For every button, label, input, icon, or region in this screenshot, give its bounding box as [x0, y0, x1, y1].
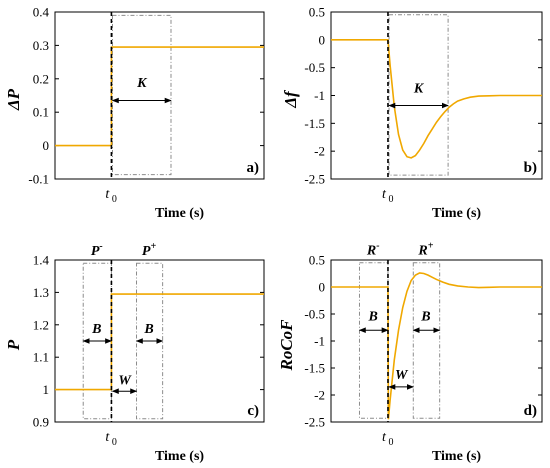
annotation-text: B	[143, 322, 153, 337]
t0-subscript: 0	[388, 194, 393, 205]
t0-letter: t	[382, 430, 387, 445]
y-tick-label: -1.5	[304, 361, 325, 376]
y-tick-label: 0.5	[309, 253, 325, 268]
annotation-text: W	[118, 374, 132, 389]
annotation-label: W	[118, 374, 132, 389]
y-tick-label: 1	[43, 382, 50, 397]
t0-letter: t	[382, 187, 387, 202]
panel-letter: a)	[247, 160, 260, 176]
annotation-label: R-	[366, 241, 380, 259]
t0-letter: t	[105, 430, 110, 445]
annotation-superscript: +	[150, 241, 156, 252]
annotation-label: P+	[142, 241, 157, 259]
y-tick-label: -1	[314, 334, 325, 349]
annotation-text: B	[91, 322, 101, 337]
panel-letter: d)	[524, 403, 537, 419]
annotation-label: K	[136, 76, 148, 91]
annotation-label: B	[91, 322, 101, 337]
y-tick-label: 1.3	[33, 285, 49, 300]
t0-letter: t	[105, 187, 110, 202]
y-tick-label: 1.1	[33, 350, 49, 365]
annotation-label: B	[368, 309, 378, 324]
y-tick-label: -0.5	[304, 60, 325, 75]
annotation-label: R+	[417, 241, 433, 259]
y-tick-label: -2	[314, 388, 325, 403]
annotation-text: B	[368, 309, 378, 324]
series-line	[331, 39, 542, 159]
annotation-label: K	[413, 82, 425, 97]
annotation-label: B	[143, 322, 153, 337]
annotation-text: B	[420, 309, 430, 324]
y-tick-label: -0.5	[304, 307, 325, 322]
y-tick-label: 0.9	[33, 415, 49, 430]
y-tick-label: -2.5	[304, 415, 325, 430]
y-tick-label: 0.2	[33, 71, 49, 86]
annotation-superscript: -	[376, 241, 379, 252]
analysis-window	[358, 262, 389, 419]
axes-box	[54, 11, 265, 180]
t0-subscript: 0	[112, 437, 117, 448]
x-axis-label: Time (s)	[155, 206, 204, 221]
y-tick-label: -2	[314, 144, 325, 159]
analysis-window	[111, 14, 172, 176]
y-axis-label: Δf	[281, 89, 300, 109]
y-tick-label: 0.3	[33, 38, 49, 53]
annotation-label: W	[395, 368, 409, 383]
panel-letter: b)	[524, 160, 537, 176]
y-tick-label: 0.1	[33, 105, 49, 120]
annotation-label: P-	[91, 241, 103, 259]
annotation-text: R	[366, 244, 376, 259]
axes-box	[330, 259, 543, 423]
analysis-window	[388, 14, 449, 176]
series-line	[55, 293, 264, 391]
annotation-label: B	[420, 309, 430, 324]
panel-letter: c)	[247, 403, 259, 419]
t0-subscript: 0	[388, 437, 393, 448]
x-axis-label: Time (s)	[432, 206, 481, 221]
y-tick-label: -1	[314, 88, 325, 103]
annotation-text: K	[136, 76, 148, 91]
panel-b: -2.5-2-1.5-1-0.500.5t 0Kb)Time (s)Δf	[281, 5, 543, 221]
y-tick-label: 0.5	[309, 5, 325, 20]
annotation-text: P	[91, 244, 100, 259]
y-axis-label: RoCoF	[277, 319, 296, 372]
y-axis-label: ΔP	[4, 88, 23, 111]
annotation-text: W	[395, 368, 409, 383]
y-tick-label: 0.4	[33, 5, 50, 20]
series-line	[55, 46, 264, 147]
y-tick-label: 1.2	[33, 317, 49, 332]
panel-a: -0.100.10.20.30.4t 0Ka)Time (s)ΔP	[4, 5, 265, 221]
y-tick-label: -2.5	[304, 172, 325, 187]
annotation-superscript: -	[99, 241, 102, 252]
y-tick-label: 0	[319, 280, 326, 295]
annotation-text: R	[417, 244, 427, 259]
y-axis-label: P	[4, 339, 23, 351]
x-axis-label: Time (s)	[432, 449, 481, 464]
y-tick-label: 1.4	[33, 253, 50, 268]
panel-d: -2.5-2-1.5-1-0.500.5t 0R- R+B BWd)Time (s)R…	[277, 241, 543, 464]
y-tick-label: -0.1	[28, 172, 49, 187]
x-axis-label: Time (s)	[155, 449, 204, 464]
t0-subscript: 0	[112, 194, 117, 205]
annotation-text: K	[413, 82, 425, 97]
axes-box	[54, 259, 265, 423]
series-line	[331, 272, 542, 420]
annotation-text: P	[142, 244, 151, 259]
annotation-superscript: +	[428, 241, 434, 252]
analysis-window	[412, 262, 441, 419]
y-tick-label: -1.5	[304, 116, 325, 131]
panel-c: 0.911.11.21.31.4t 0P- P+B BWc)Time (s)P	[4, 241, 265, 464]
y-tick-label: 0	[43, 138, 50, 153]
y-tick-label: 0	[319, 32, 326, 47]
